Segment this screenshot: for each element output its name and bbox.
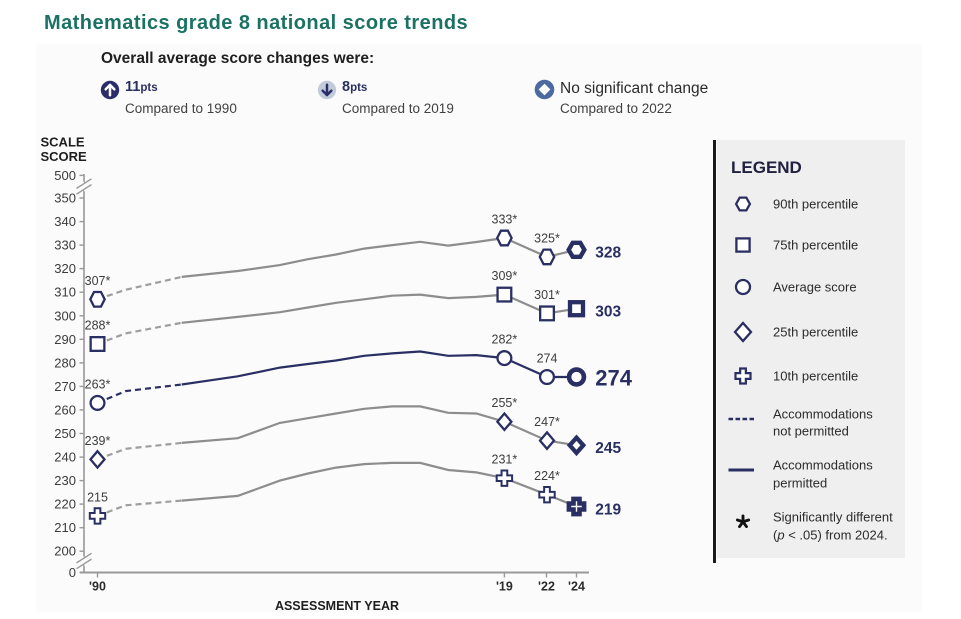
svg-text:310: 310 [54,285,76,300]
svg-text:320: 320 [54,261,76,276]
svg-text:'22: '22 [538,580,555,594]
svg-text:255*: 255* [492,396,518,410]
svg-text:'24: '24 [568,580,585,594]
svg-text:215: 215 [87,490,108,504]
svg-text:290: 290 [54,332,76,347]
svg-text:240: 240 [54,450,76,465]
svg-text:200: 200 [54,544,76,559]
svg-text:303: 303 [595,304,621,321]
svg-text:301*: 301* [534,288,560,302]
svg-text:500: 500 [54,168,76,183]
svg-text:219: 219 [595,501,621,518]
svg-text:288*: 288* [85,319,111,333]
svg-text:274: 274 [595,365,632,390]
svg-text:260: 260 [54,402,76,417]
svg-text:'19: '19 [496,580,513,594]
svg-text:250: 250 [54,426,76,441]
svg-text:220: 220 [54,497,76,512]
svg-text:247*: 247* [534,415,560,429]
svg-text:300: 300 [54,308,76,323]
svg-text:ASSESSMENT YEAR: ASSESSMENT YEAR [275,599,399,613]
svg-text:239*: 239* [85,434,111,448]
svg-text:270: 270 [54,379,76,394]
svg-text:SCORE: SCORE [41,149,88,164]
svg-text:333*: 333* [492,213,518,227]
svg-text:282*: 282* [492,333,518,347]
svg-text:'90: '90 [89,580,106,594]
svg-text:224*: 224* [534,469,560,483]
svg-text:280: 280 [54,355,76,370]
svg-text:350: 350 [54,191,76,206]
svg-text:245: 245 [595,440,621,457]
svg-text:0: 0 [69,565,76,580]
svg-text:340: 340 [54,214,76,229]
svg-text:325*: 325* [534,231,560,245]
svg-text:210: 210 [54,520,76,535]
svg-text:263*: 263* [85,377,111,391]
svg-text:274: 274 [537,352,558,366]
svg-text:307*: 307* [85,274,111,288]
svg-text:328: 328 [595,245,621,262]
svg-text:309*: 309* [492,269,518,283]
svg-text:231*: 231* [492,453,518,467]
svg-text:SCALE: SCALE [41,135,85,150]
svg-text:230: 230 [54,473,76,488]
svg-text:330: 330 [54,238,76,253]
